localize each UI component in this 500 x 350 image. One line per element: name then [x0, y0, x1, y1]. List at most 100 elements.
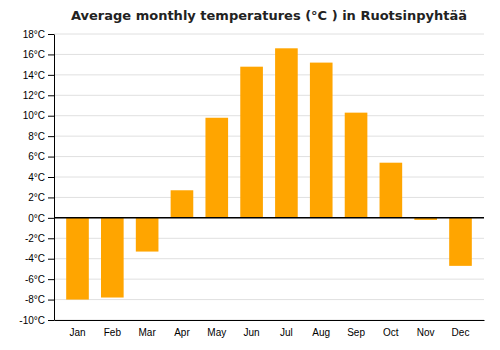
x-tick: Aug	[312, 327, 330, 338]
y-tick: 8°C	[28, 131, 54, 142]
y-tick-label: -2°C	[25, 233, 45, 244]
bar	[275, 48, 298, 218]
bar	[449, 218, 472, 266]
grid-line	[54, 299, 484, 300]
y-tick: -4°C	[25, 253, 54, 264]
grid-line	[54, 156, 484, 157]
y-tick-label: -6°C	[25, 274, 45, 285]
y-tick-label: -10°C	[19, 315, 45, 326]
y-tick-mark	[48, 34, 54, 35]
y-tick: 6°C	[28, 151, 54, 162]
y-tick-label: -4°C	[25, 253, 45, 264]
x-tick-label: May	[207, 327, 226, 338]
x-tick: Dec	[452, 327, 470, 338]
y-tick-label: -8°C	[25, 294, 45, 305]
y-tick-label: 0°C	[28, 213, 45, 224]
bar	[345, 113, 368, 218]
y-tick-mark	[48, 95, 54, 96]
x-tick-label: Feb	[104, 327, 122, 338]
y-tick-label: 18°C	[23, 29, 45, 40]
y-tick: 18°C	[23, 29, 54, 40]
zero-line	[54, 217, 484, 219]
y-tick-mark	[48, 259, 54, 260]
y-tick-mark	[48, 75, 54, 76]
bar	[310, 63, 333, 218]
y-tick-label: 12°C	[23, 90, 45, 101]
bar	[171, 190, 194, 218]
x-tick-label: Jun	[244, 327, 260, 338]
y-tick-label: 10°C	[23, 110, 45, 121]
y-tick-mark	[48, 177, 54, 178]
y-tick: 16°C	[23, 49, 54, 60]
y-tick-mark	[48, 300, 54, 301]
x-tick-label: Sep	[347, 327, 365, 338]
grid-line	[54, 217, 484, 218]
y-tick-mark	[48, 279, 54, 280]
y-tick: 0°C	[28, 213, 54, 224]
y-tick-mark	[48, 320, 54, 321]
x-tick: Mar	[139, 327, 157, 338]
bar	[380, 163, 403, 218]
y-tick: -2°C	[25, 233, 54, 244]
x-tick-label: Aug	[312, 327, 330, 338]
y-tick-label: 8°C	[28, 131, 45, 142]
y-tick-mark	[48, 197, 54, 198]
plot-area	[54, 48, 484, 299]
x-tick: Oct	[383, 327, 399, 338]
chart-title: Average monthly temperatures (°C ) in Ru…	[71, 8, 467, 23]
y-tick: 14°C	[23, 70, 54, 81]
y-tick-label: 6°C	[28, 151, 45, 162]
y-tick: -10°C	[19, 315, 54, 326]
bar	[66, 218, 89, 300]
grid-line	[54, 177, 484, 178]
x-tick-label: Apr	[174, 327, 190, 338]
grid-line	[54, 320, 484, 321]
x-tick: Jun	[244, 327, 260, 338]
x-tick-label: Oct	[383, 327, 399, 338]
y-tick: 10°C	[23, 110, 54, 121]
bar	[136, 218, 159, 252]
x-tick-label: Jul	[280, 327, 293, 338]
y-tick: -6°C	[25, 274, 54, 285]
grid-line	[54, 74, 484, 75]
x-axis-line	[55, 320, 485, 321]
x-tick-label: Mar	[139, 327, 157, 338]
y-tick-label: 16°C	[23, 49, 45, 60]
y-tick-mark	[48, 116, 54, 117]
grid-line	[54, 115, 484, 116]
x-tick: Feb	[104, 327, 122, 338]
y-tick-label: 2°C	[28, 192, 45, 203]
x-tick: Jul	[280, 327, 293, 338]
y-tick-mark	[48, 238, 54, 239]
x-tick: Nov	[417, 327, 435, 338]
x-tick: May	[207, 327, 226, 338]
bar	[101, 218, 124, 298]
y-tick: 2°C	[28, 192, 54, 203]
y-axis: -10°C-8°C-6°C-4°C-2°C0°C2°C4°C6°C8°C10°C…	[19, 29, 54, 326]
bar	[240, 67, 263, 218]
y-axis-line	[54, 35, 55, 321]
y-tick-mark	[48, 157, 54, 158]
x-tick-label: Dec	[452, 327, 470, 338]
y-tick: -8°C	[25, 294, 54, 305]
grid-line	[54, 136, 484, 137]
grid-line	[54, 95, 484, 96]
chart-container: Jan Feb Mar Apr May Jun Jul Aug Sep Oct Nov Dec -10°…	[0, 0, 500, 350]
grid-line	[54, 34, 484, 35]
x-tick-label: Nov	[417, 327, 435, 338]
x-axis: Jan Feb Mar Apr May Jun Jul Aug Sep Oct Nov Dec	[55, 321, 485, 339]
y-tick: 12°C	[23, 90, 54, 101]
y-tick-mark	[48, 218, 54, 219]
grid	[54, 34, 484, 320]
x-tick: Jan	[69, 327, 85, 338]
x-tick: Sep	[347, 327, 365, 338]
y-tick-mark	[48, 54, 54, 55]
grid-line	[54, 197, 484, 198]
grid-line	[54, 54, 484, 55]
y-tick-mark	[48, 136, 54, 137]
bar	[205, 118, 228, 218]
x-tick: Apr	[174, 327, 190, 338]
y-tick-label: 14°C	[23, 70, 45, 81]
x-tick-label: Jan	[69, 327, 85, 338]
chart-svg: Jan Feb Mar Apr May Jun Jul Aug Sep Oct Nov Dec -10°…	[0, 0, 500, 350]
